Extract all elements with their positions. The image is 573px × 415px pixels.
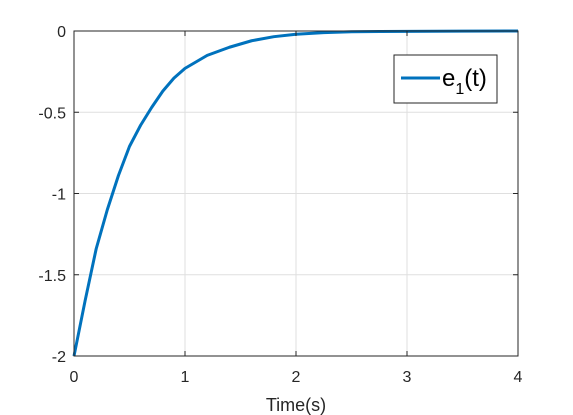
y-axis-ticks: 0 -0.5 -1 -1.5 -2 bbox=[38, 24, 518, 366]
x-tick-label: 3 bbox=[403, 369, 412, 386]
legend: e1(t) bbox=[393, 54, 498, 104]
x-tick-label: 1 bbox=[181, 369, 190, 386]
y-tick-label: -0.5 bbox=[38, 105, 66, 122]
x-axis-label: Time(s) bbox=[266, 395, 326, 415]
y-tick-label: 0 bbox=[57, 24, 66, 41]
legend-label-suffix: (t) bbox=[464, 65, 487, 92]
legend-label-subscript: 1 bbox=[455, 81, 464, 98]
y-tick-label: -2 bbox=[52, 349, 66, 366]
series-line-e1 bbox=[72, 29, 519, 357]
y-tick-label: -1 bbox=[52, 187, 66, 204]
x-tick-label: 2 bbox=[292, 369, 301, 386]
y-tick-label: -1.5 bbox=[38, 268, 66, 285]
legend-label-main: e bbox=[442, 65, 455, 92]
x-tick-label: 0 bbox=[70, 369, 79, 386]
x-tick-label: 4 bbox=[514, 369, 523, 386]
legend-label-e1: e1(t) bbox=[442, 65, 487, 98]
x-axis-ticks: 0 1 2 3 4 bbox=[70, 31, 523, 386]
